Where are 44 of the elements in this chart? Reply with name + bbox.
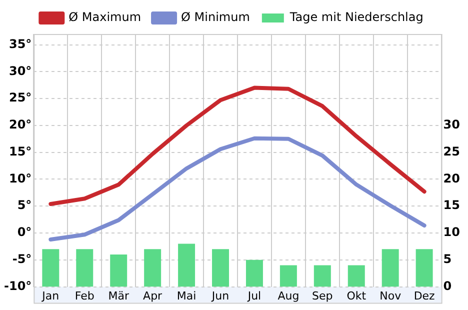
bar — [42, 249, 60, 287]
x-tick-label: Dez — [414, 289, 436, 302]
bar — [76, 249, 94, 287]
x-tick-label: Mär — [108, 289, 130, 302]
x-tick-label: Mai — [176, 289, 196, 302]
bar — [178, 244, 196, 287]
y2-tick-label: 15 — [443, 198, 460, 212]
y2-tick-label: 20 — [443, 171, 460, 186]
bar — [144, 249, 162, 287]
bar — [110, 254, 128, 287]
y2-tick-label: 25 — [443, 144, 460, 158]
y2-tick-label: 30 — [443, 118, 460, 132]
x-tick-label: Feb — [74, 289, 94, 302]
y2-tick-label: 0 — [443, 278, 452, 293]
y2-tick-label: 5 — [443, 252, 452, 266]
bar — [246, 260, 263, 287]
x-tick-label: Sep — [312, 289, 333, 302]
legend-label: Ø Minimum — [181, 10, 250, 24]
bar — [212, 249, 229, 287]
x-tick-label: Jul — [246, 289, 262, 302]
y-tick-label: 35° — [8, 36, 32, 51]
x-tick-label: Okt — [346, 289, 367, 302]
bar — [416, 249, 433, 287]
y-tick-label: 10° — [8, 171, 32, 186]
x-tick-label: Jan — [41, 289, 60, 302]
bar — [314, 265, 331, 287]
bar — [280, 265, 297, 287]
y-tick-label: 5° — [17, 198, 32, 212]
legend-label: Ø Maximum — [68, 10, 142, 24]
x-tick-label: Aug — [278, 289, 300, 302]
legend-label: Tage mit Niederschlag — [288, 10, 424, 24]
bar — [382, 249, 399, 287]
y-tick-label: 0° — [17, 225, 32, 240]
x-tick-label: Jun — [210, 289, 230, 302]
y-tick-label: 20° — [8, 118, 32, 132]
bar — [348, 265, 365, 287]
y-tick-label: -10° — [4, 278, 32, 293]
x-tick-label: Nov — [380, 289, 402, 302]
y-tick-label: 30° — [8, 64, 32, 78]
y-tick-label: 25° — [8, 90, 32, 105]
y-tick-label: 15° — [8, 144, 32, 158]
y-tick-label: -5° — [12, 252, 32, 266]
x-tick-label: Apr — [143, 289, 163, 302]
y2-tick-label: 10 — [443, 225, 460, 240]
